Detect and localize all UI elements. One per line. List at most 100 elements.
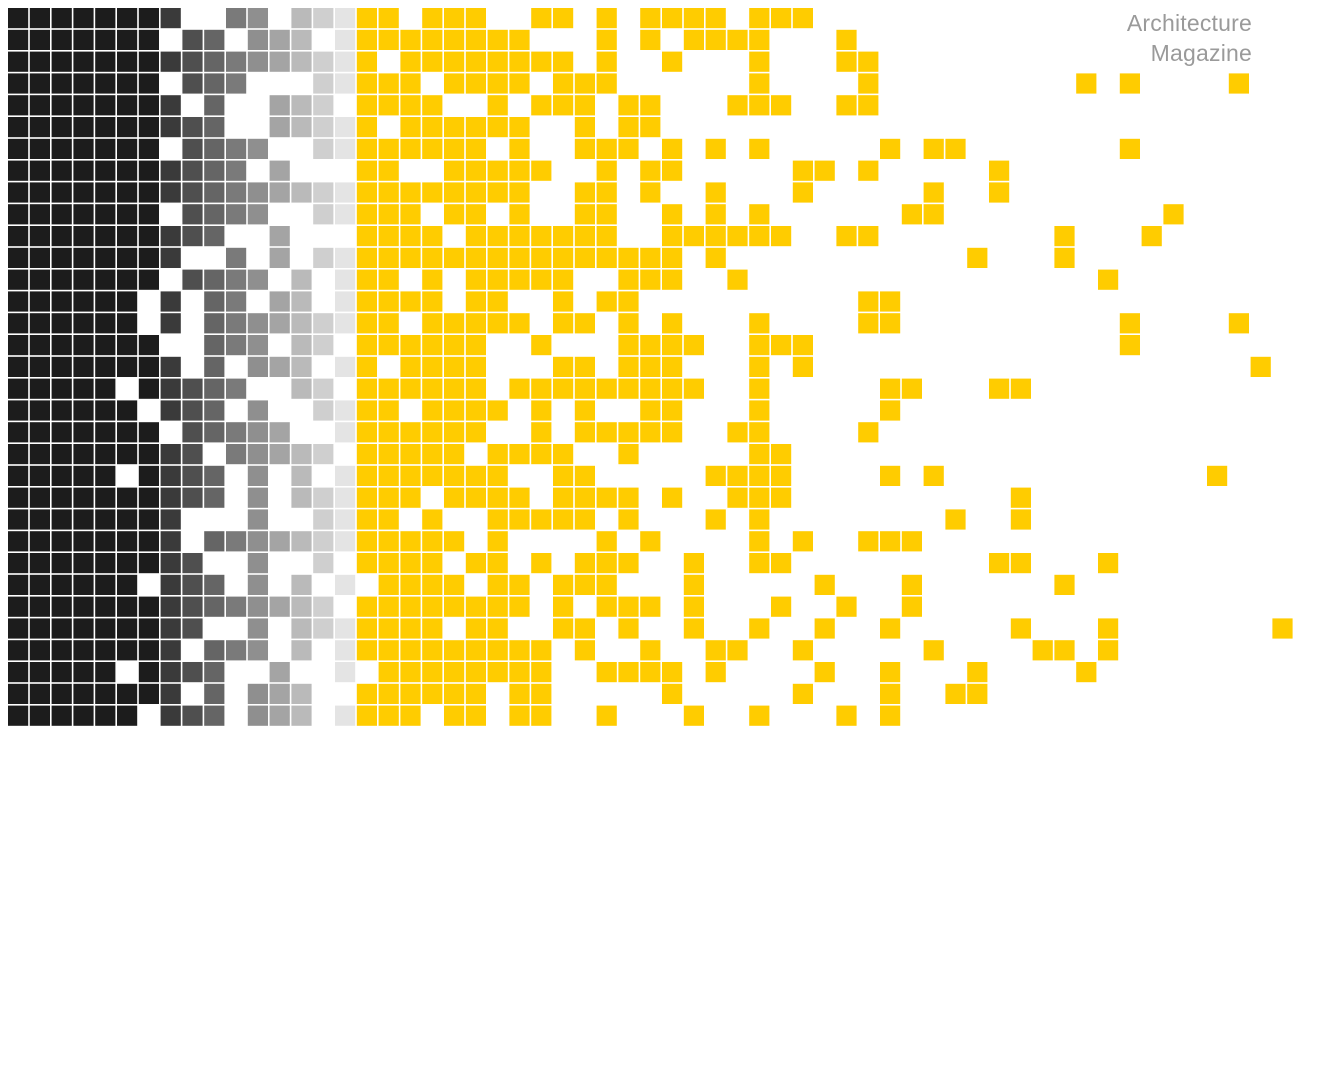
mosaic-tile xyxy=(29,29,50,50)
mosaic-tile xyxy=(204,356,225,377)
mosaic-tile xyxy=(95,378,116,399)
mosaic-tile xyxy=(95,204,116,225)
mosaic-tile xyxy=(509,640,530,661)
mosaic-tile xyxy=(400,596,421,617)
mosaic-tile xyxy=(400,662,421,683)
mosaic-tile xyxy=(618,444,639,465)
mosaic-tile xyxy=(444,182,465,203)
mosaic-tile xyxy=(705,29,726,50)
mosaic-tile xyxy=(160,226,181,247)
mosaic-tile xyxy=(749,8,770,29)
mosaic-tile xyxy=(182,138,203,159)
mosaic-tile xyxy=(749,618,770,639)
mosaic-tile xyxy=(95,160,116,181)
mosaic-tile xyxy=(705,226,726,247)
mosaic-tile xyxy=(247,51,268,72)
mosaic-tile xyxy=(356,95,377,116)
mosaic-tile xyxy=(269,531,290,552)
mosaic-tile xyxy=(749,444,770,465)
mosaic-tile xyxy=(291,618,312,639)
mosaic-tile xyxy=(596,705,617,726)
mosaic-tile xyxy=(8,509,29,530)
mosaic-tile xyxy=(574,247,595,268)
mosaic-tile xyxy=(269,95,290,116)
mosaic-tile xyxy=(204,335,225,356)
mosaic-tile xyxy=(509,378,530,399)
mosaic-tile xyxy=(73,531,94,552)
mosaic-tile xyxy=(356,29,377,50)
mosaic-tile xyxy=(378,422,399,443)
mosaic-tile xyxy=(400,73,421,94)
mosaic-tile xyxy=(880,618,901,639)
mosaic-tile xyxy=(553,95,574,116)
mosaic-tile xyxy=(73,51,94,72)
mosaic-tile xyxy=(51,182,72,203)
mosaic-tile xyxy=(378,531,399,552)
mosaic-tile xyxy=(117,313,138,334)
mosaic-tile xyxy=(400,291,421,312)
mosaic-tile xyxy=(335,247,356,268)
mosaic-tile xyxy=(400,422,421,443)
mosaic-tile xyxy=(29,313,50,334)
mosaic-tile xyxy=(945,683,966,704)
mosaic-tile xyxy=(444,574,465,595)
mosaic-tile xyxy=(1054,640,1075,661)
mosaic-tile xyxy=(117,596,138,617)
mosaic-tile xyxy=(444,465,465,486)
mosaic-tile xyxy=(378,182,399,203)
mosaic-tile xyxy=(95,574,116,595)
mosaic-tile xyxy=(73,8,94,29)
mosaic-tile xyxy=(291,182,312,203)
mosaic-tile xyxy=(640,531,661,552)
mosaic-tile xyxy=(73,226,94,247)
mosaic-tile xyxy=(182,662,203,683)
mosaic-tile xyxy=(836,29,857,50)
mosaic-tile xyxy=(683,596,704,617)
mosaic-tile xyxy=(138,618,159,639)
mosaic-tile xyxy=(531,705,552,726)
mosaic-tile xyxy=(640,378,661,399)
mosaic-tile xyxy=(444,487,465,508)
mosaic-tile xyxy=(378,204,399,225)
mosaic-tile xyxy=(160,117,181,138)
mosaic-tile xyxy=(880,400,901,421)
mosaic-tile xyxy=(444,117,465,138)
mosaic-tile xyxy=(182,182,203,203)
mosaic-tile xyxy=(596,378,617,399)
mosaic-tile xyxy=(378,596,399,617)
mosaic-tile xyxy=(138,553,159,574)
mosaic-tile xyxy=(487,226,508,247)
mosaic-tile xyxy=(95,487,116,508)
mosaic-tile xyxy=(160,705,181,726)
mosaic-tile xyxy=(683,618,704,639)
mosaic-tile xyxy=(836,705,857,726)
mosaic-tile xyxy=(683,8,704,29)
mosaic-tile xyxy=(400,182,421,203)
mosaic-tile xyxy=(291,465,312,486)
mosaic-tile xyxy=(160,465,181,486)
mosaic-tile xyxy=(509,705,530,726)
mosaic-tile xyxy=(291,444,312,465)
mosaic-tile xyxy=(1119,138,1140,159)
mosaic-tile xyxy=(95,291,116,312)
mosaic-tile xyxy=(226,204,247,225)
mosaic-tile xyxy=(509,662,530,683)
mosaic-tile xyxy=(226,247,247,268)
mosaic-tile xyxy=(226,640,247,661)
mosaic-tile xyxy=(858,226,879,247)
mosaic-tile xyxy=(422,29,443,50)
mosaic-tile xyxy=(1272,618,1293,639)
mosaic-tile xyxy=(182,226,203,247)
mosaic-tile xyxy=(356,160,377,181)
mosaic-tile xyxy=(596,531,617,552)
mosaic-tile xyxy=(509,138,530,159)
mosaic-tile xyxy=(117,160,138,181)
mosaic-tile xyxy=(73,356,94,377)
mosaic-tile xyxy=(727,226,748,247)
mosaic-tile xyxy=(8,95,29,116)
mosaic-tile xyxy=(422,465,443,486)
mosaic-tile xyxy=(95,705,116,726)
mosaic-tile xyxy=(574,618,595,639)
mosaic-tile xyxy=(531,400,552,421)
mosaic-tile xyxy=(356,553,377,574)
